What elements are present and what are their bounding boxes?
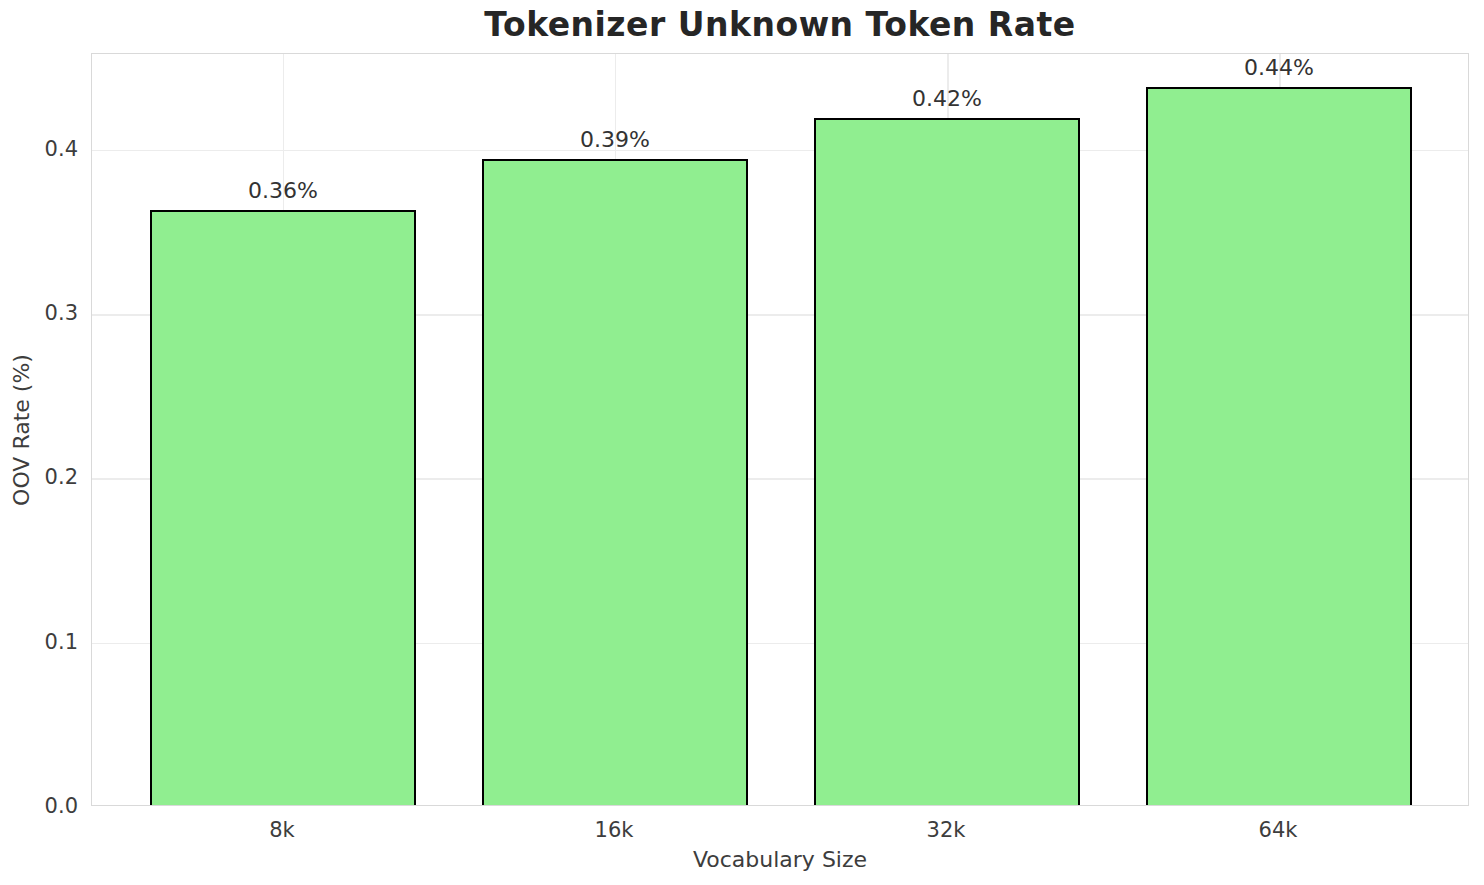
bar-chart-figure: Tokenizer Unknown Token Rate OOV Rate (%… [0, 0, 1484, 885]
bar-64k [1146, 87, 1412, 805]
y-tick-label-0.0: 0.0 [0, 794, 78, 818]
x-tick-label-32k: 32k [927, 818, 966, 842]
y-tick-label-0.3: 0.3 [0, 301, 78, 325]
x-axis-label: Vocabulary Size [91, 847, 1469, 872]
plot-area: 0.36% 0.39% 0.42% 0.44% [91, 53, 1469, 806]
bar-8k [150, 210, 416, 805]
bar-32k [814, 118, 1080, 805]
x-tick-label-64k: 64k [1259, 818, 1298, 842]
y-tick-label-0.4: 0.4 [0, 137, 78, 161]
x-tick-label-8k: 8k [269, 818, 295, 842]
bar-value-label-32k: 0.42% [912, 86, 982, 111]
y-tick-label-0.2: 0.2 [0, 465, 78, 489]
bar-value-label-8k: 0.36% [248, 178, 318, 203]
chart-title: Tokenizer Unknown Token Rate [91, 5, 1469, 44]
y-tick-label-0.1: 0.1 [0, 630, 78, 654]
bar-value-label-64k: 0.44% [1244, 55, 1314, 80]
x-tick-label-16k: 16k [595, 818, 634, 842]
bar-16k [482, 159, 748, 805]
bar-value-label-16k: 0.39% [580, 127, 650, 152]
